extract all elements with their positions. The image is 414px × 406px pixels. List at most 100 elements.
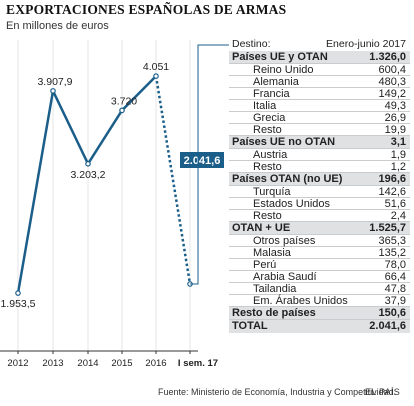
table-row-label: Austria	[253, 148, 288, 161]
series-dashed-segment	[154, 75, 192, 285]
table-row-value: 19,9	[384, 123, 406, 136]
table-row-label: Resto	[253, 209, 282, 222]
table-row: Turquía 142,6	[229, 186, 410, 198]
table-row-value: 142,6	[378, 185, 406, 198]
group-row: Países OTAN (no UE) 196,6	[229, 173, 410, 186]
table-row-value: 66,4	[384, 270, 406, 283]
table-row-value: 365,3	[378, 234, 406, 247]
table-row: Italia 49,3	[229, 100, 410, 112]
chart-title: EXPORTACIONES ESPAÑOLAS DE ARMAS	[6, 2, 287, 17]
data-label: 1.953,5	[0, 298, 35, 310]
data-label: 3.907,9	[37, 76, 72, 88]
table-row-label: Arabia Saudí	[253, 270, 317, 283]
group-row-label: OTAN + UE	[232, 221, 291, 234]
x-tick-label: 2015	[111, 358, 132, 369]
table-row: Em. Árabes Unidos 37,9	[229, 295, 410, 307]
table-header: Destino: Enero-junio 2017	[229, 38, 410, 51]
group-row: Resto de países 150,6	[229, 307, 410, 320]
table-row: Resto 2,4	[229, 210, 410, 222]
highlight-box	[180, 152, 224, 168]
table-row-value: 26,9	[384, 111, 406, 124]
table-row-value: 135,2	[378, 246, 406, 259]
destination-table: Destino: Enero-junio 2017 Países UE y OT…	[229, 38, 410, 333]
group-row-value: 2.041,6	[369, 320, 406, 332]
table-body: Países UE y OTAN 1.326,0 Reino Unido 600,4 A…	[229, 51, 410, 333]
table-row-label: Francia	[253, 87, 290, 100]
data-label: 3.203,2	[70, 169, 105, 181]
table-row-label: Malasia	[253, 246, 291, 259]
table-row-value: 2,4	[390, 209, 406, 222]
period-header-label: Enero-junio 2017	[326, 38, 406, 50]
table-row: Resto 19,9	[229, 124, 410, 136]
table-row-value: 1,9	[390, 148, 406, 161]
table-row-value: 480,3	[378, 75, 406, 88]
table-row: Reino Unido 600,4	[229, 64, 410, 76]
table-row: Estados Unidos 51,6	[229, 198, 410, 210]
table-row-label: Otros países	[253, 234, 316, 247]
table-row: Otros países 365,3	[229, 235, 410, 247]
destination-header-label: Destino:	[232, 38, 271, 50]
group-row: TOTAL 2.041,6	[229, 320, 410, 333]
table-row-value: 49,3	[384, 99, 406, 112]
table-row: Perú 78,0	[229, 259, 410, 271]
table-row-value: 1,2	[390, 160, 406, 173]
group-row-label: TOTAL	[232, 320, 268, 332]
series-line	[16, 75, 157, 294]
group-row-value: 1.326,0	[369, 50, 406, 63]
table-row-label: Resto	[253, 123, 282, 136]
table-row: Francia 149,2	[229, 88, 410, 100]
data-point	[85, 161, 91, 167]
data-point	[153, 73, 159, 79]
group-row-label: Países OTAN (no UE)	[232, 172, 343, 185]
chart-subtitle: En millones de euros	[6, 20, 109, 32]
group-row: Países UE y OTAN 1.326,0	[229, 51, 410, 64]
table-row-label: Italia	[253, 99, 277, 112]
table-row: Grecia 26,9	[229, 112, 410, 124]
table-row-label: Estados Unidos	[253, 197, 331, 210]
data-point	[50, 88, 56, 94]
group-row-label: Países UE y OTAN	[232, 50, 328, 63]
x-tick-label: 2013	[42, 358, 63, 369]
brand-logo-text: EL PAÍS	[364, 387, 400, 397]
table-row-value: 149,2	[378, 87, 406, 100]
table-row-label: Turquía	[253, 185, 291, 198]
table-row-value: 78,0	[384, 258, 406, 271]
x-tick-label: 2012	[7, 358, 28, 369]
table-row-label: Reino Unido	[253, 63, 314, 76]
x-tick-label: I sem. 17	[178, 358, 218, 369]
table-row-value: 600,4	[378, 63, 406, 76]
table-row-label: Alemania	[253, 75, 299, 88]
data-label: 3.720	[111, 95, 137, 107]
table-row-label: Perú	[253, 258, 277, 271]
table-row-label: Grecia	[253, 111, 286, 124]
table-row: Alemania 480,3	[229, 76, 410, 88]
group-row-value: 196,6	[378, 172, 406, 185]
data-point	[119, 107, 125, 114]
group-row-value: 150,6	[378, 306, 406, 319]
table-row: Malasia 135,2	[229, 247, 410, 259]
group-row: OTAN + UE 1.525,7	[229, 222, 410, 235]
group-row-value: 1.525,7	[369, 221, 406, 234]
table-row-label: Resto	[253, 160, 282, 173]
group-row-value: 3,1	[390, 135, 406, 148]
table-row-value: 51,6	[384, 197, 406, 210]
table-row: Austria 1,9	[229, 149, 410, 161]
table-row-label: Tailandia	[253, 282, 297, 295]
table-row-value: 47,8	[384, 282, 406, 295]
x-tick-label: 2014	[77, 358, 98, 369]
group-row-label: Países UE no OTAN	[232, 135, 336, 148]
table-row-value: 37,9	[384, 294, 406, 307]
table-row: Arabia Saudí 66,4	[229, 271, 410, 283]
highlight-label: 2.041,6	[184, 155, 221, 167]
x-tick-label: 2016	[145, 358, 166, 369]
connector-line	[190, 44, 229, 285]
table-row-label: Em. Árabes Unidos	[253, 294, 348, 307]
group-row: Países UE no OTAN 3,1	[229, 136, 410, 149]
data-label: 4.051	[143, 61, 169, 73]
group-row-label: Resto de países	[232, 306, 316, 319]
data-point	[15, 290, 21, 296]
table-row: Resto 1,2	[229, 161, 410, 173]
source-note: Fuente: Ministerio de Economía, Industri…	[158, 387, 397, 397]
table-row: Tailandia 47,8	[229, 283, 410, 295]
